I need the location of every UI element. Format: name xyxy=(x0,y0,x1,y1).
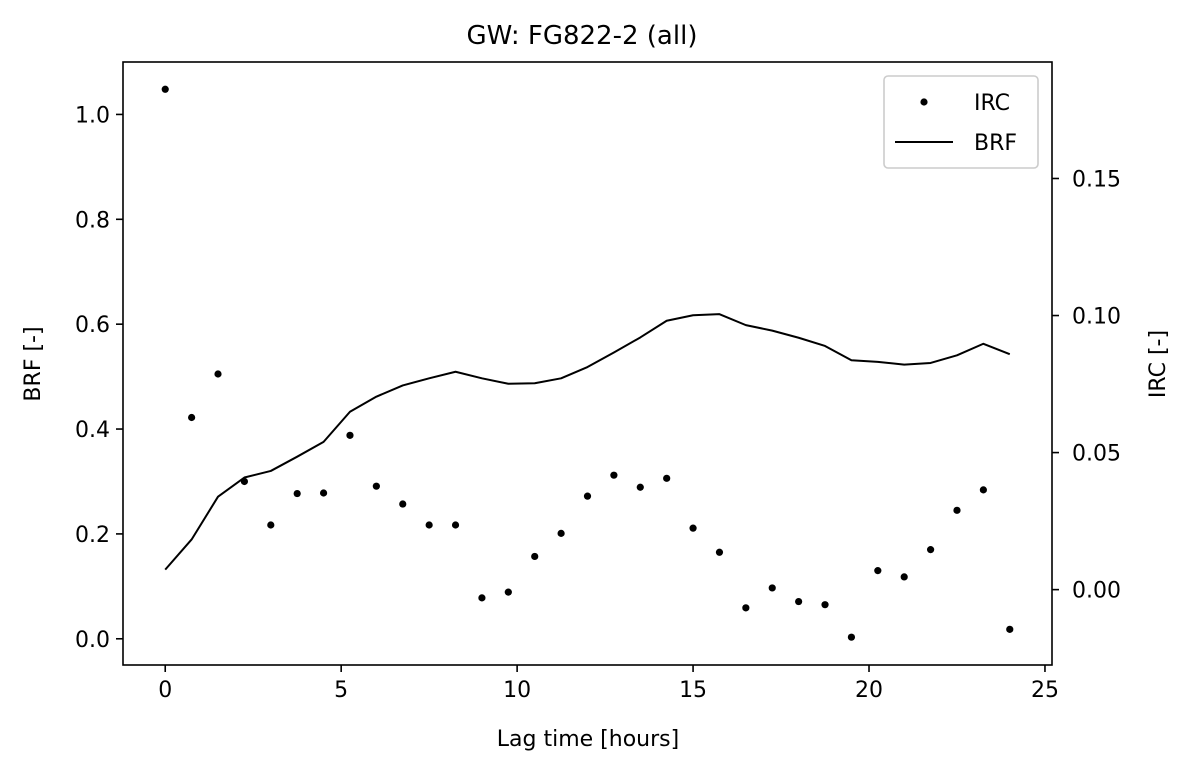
data-point-irc xyxy=(927,546,935,554)
x-axis-label: Lag time [hours] xyxy=(497,727,679,752)
legend: IRC BRF xyxy=(883,75,1039,169)
x-tick-label: 5 xyxy=(334,678,348,703)
series-line-brf xyxy=(164,313,1011,571)
y-tick-label: 0.4 xyxy=(75,418,110,443)
chart-title: GW: FG822-2 (all) xyxy=(467,21,698,51)
y2-axis-label: IRC [-] xyxy=(1146,330,1171,398)
data-point-irc xyxy=(478,594,486,602)
data-point-irc xyxy=(583,492,592,500)
x-tick-label: 15 xyxy=(679,678,707,703)
data-point-irc xyxy=(742,604,750,612)
data-point-irc xyxy=(319,489,328,497)
y-axis-label: BRF [-] xyxy=(21,326,46,401)
data-point-irc xyxy=(346,431,354,439)
y2-tick-label: 0.00 xyxy=(1072,579,1121,604)
data-point-irc xyxy=(953,506,961,514)
legend-marker-irc xyxy=(920,98,928,106)
data-point-irc xyxy=(900,573,908,581)
x-tick-label: 0 xyxy=(158,678,172,703)
y-tick-label: 0.0 xyxy=(75,628,110,653)
data-point-irc xyxy=(689,524,697,532)
y-axis-ticks: 0.0 0.2 0.4 0.6 0.8 1.0 xyxy=(75,103,123,653)
data-point-irc xyxy=(795,597,803,606)
legend-label-irc: IRC xyxy=(974,91,1010,116)
data-point-irc xyxy=(214,370,222,378)
data-point-irc xyxy=(293,489,301,498)
y-tick-label: 0.8 xyxy=(75,208,110,233)
x-tick-label: 20 xyxy=(855,678,883,703)
y2-axis-ticks: 0.00 0.05 0.10 0.15 xyxy=(1052,167,1121,604)
y2-tick-label: 0.15 xyxy=(1072,167,1121,192)
data-point-irc xyxy=(610,471,618,479)
data-point-irc xyxy=(504,588,512,596)
y2-tick-label: 0.05 xyxy=(1072,442,1121,467)
data-point-irc xyxy=(663,474,671,482)
data-point-irc xyxy=(161,85,169,93)
data-point-irc xyxy=(874,567,882,575)
data-point-irc xyxy=(372,482,380,490)
data-point-irc xyxy=(451,521,460,529)
y-tick-label: 1.0 xyxy=(75,103,110,128)
data-point-irc xyxy=(425,521,433,529)
y-tick-label: 0.2 xyxy=(75,523,110,548)
legend-label-brf: BRF xyxy=(974,131,1017,156)
plot-marks xyxy=(161,85,1014,641)
x-tick-label: 25 xyxy=(1031,678,1059,703)
y-tick-label: 0.6 xyxy=(75,313,110,338)
x-tick-label: 10 xyxy=(503,678,531,703)
data-point-irc xyxy=(1006,625,1014,633)
data-point-irc xyxy=(821,601,829,609)
data-point-irc xyxy=(399,500,407,508)
data-point-irc xyxy=(267,521,275,529)
data-point-irc xyxy=(768,584,776,592)
plot-frame xyxy=(122,61,1053,666)
data-point-irc xyxy=(188,413,196,422)
y2-tick-label: 0.10 xyxy=(1072,305,1121,330)
data-point-irc xyxy=(636,483,644,491)
data-point-irc xyxy=(531,552,539,561)
data-point-irc xyxy=(557,529,565,537)
data-point-irc xyxy=(715,548,724,556)
data-point-irc xyxy=(979,486,987,494)
x-axis-ticks: 0 5 10 15 20 25 xyxy=(158,665,1059,703)
data-point-irc xyxy=(847,633,856,641)
